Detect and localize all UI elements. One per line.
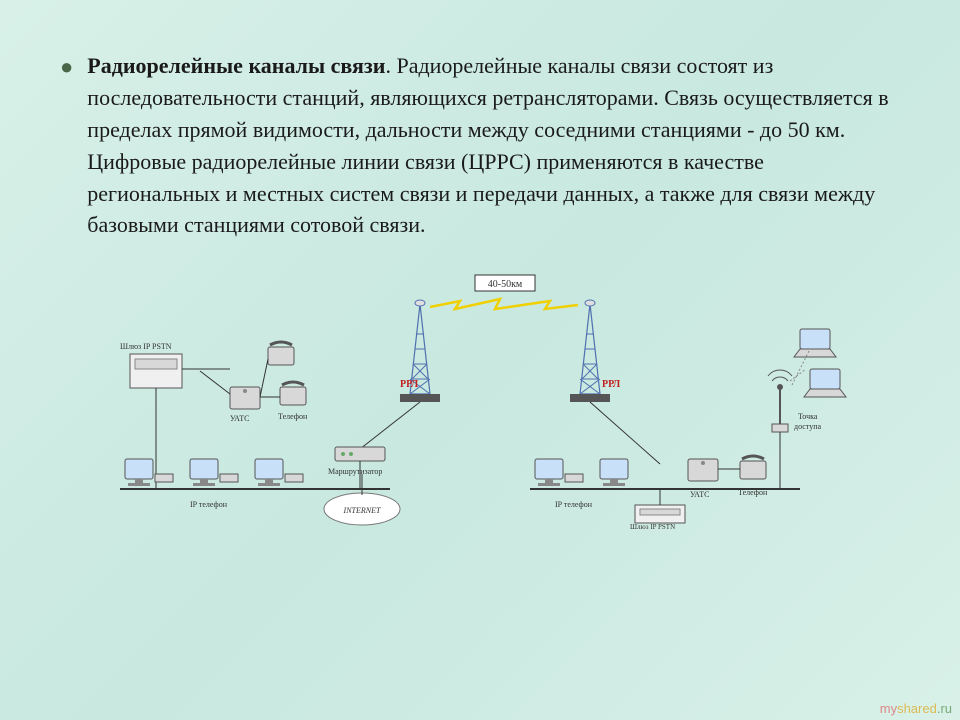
phone-left-1-icon xyxy=(268,342,294,365)
watermark-my: my xyxy=(880,701,897,716)
uatc-right-label: УАТС xyxy=(690,490,709,499)
phone-right-label: Телефон xyxy=(738,488,768,497)
ipphone-left-3-icon xyxy=(255,459,303,486)
slide-content: ● Радиорелейные каналы связи. Радиорелей… xyxy=(60,50,900,529)
gateway-right-icon xyxy=(635,505,685,523)
access-point-icon xyxy=(768,370,792,432)
gateway-left-icon xyxy=(130,354,182,388)
diagram-container: РРЛ РРЛ xyxy=(60,269,900,529)
access-point-label-2: доступа xyxy=(794,422,821,431)
ipphone-left-2-icon xyxy=(190,459,238,486)
ipphone-right-2-icon xyxy=(600,459,628,486)
uatc-left-label: УАТС xyxy=(230,414,249,423)
laptop-1-icon xyxy=(794,329,836,357)
bullet-icon: ● xyxy=(60,54,73,80)
router-label: Маршрутизатор xyxy=(328,467,382,476)
uatc-right-icon xyxy=(688,459,718,481)
bullet-row: ● Радиорелейные каналы связи. Радиорелей… xyxy=(60,50,900,241)
router-icon xyxy=(335,447,385,461)
network-diagram: РРЛ РРЛ xyxy=(100,269,860,529)
tower-base xyxy=(570,394,610,402)
watermark-shared: shared xyxy=(897,701,937,716)
gateway-left-label: Шлюз IP PSTN xyxy=(120,342,172,351)
rrl-right-label: РРЛ xyxy=(602,379,621,390)
slide-title: Радиорелейные каналы связи xyxy=(87,53,385,78)
slide-body: . Радиорелейные каналы связи состоят из … xyxy=(87,53,888,237)
uatc-left-icon xyxy=(230,387,260,409)
phone-left-2-icon xyxy=(280,382,306,405)
wireless-link-icon xyxy=(790,369,806,381)
access-point-label-1: Точка xyxy=(798,412,818,421)
radio-link-icon xyxy=(430,299,578,309)
link-line xyxy=(590,402,660,464)
watermark: myshared.ru xyxy=(880,701,952,716)
watermark-ru: .ru xyxy=(937,701,952,716)
ipphone-right-1-icon xyxy=(535,459,583,486)
link-line xyxy=(200,371,230,394)
ipphone-left-label: IP телефон xyxy=(190,500,228,509)
ipphone-left-1-icon xyxy=(125,459,173,486)
slide-root: ● Радиорелейные каналы связи. Радиорелей… xyxy=(0,0,960,720)
distance-label: 40-50км xyxy=(488,279,523,290)
link-line xyxy=(360,402,420,449)
phone-left-label: Телефон xyxy=(278,412,308,421)
phone-right-icon xyxy=(740,456,766,479)
tower-base xyxy=(400,394,440,402)
link-line xyxy=(260,359,268,397)
gateway-right-label: Шлюз IP PSTN xyxy=(630,523,675,529)
rrl-left-label: РРЛ xyxy=(400,379,419,390)
ipphone-right-label: IP телефон xyxy=(555,500,593,509)
internet-label: INTERNET xyxy=(343,506,381,515)
laptop-2-icon xyxy=(804,369,846,397)
slide-text: Радиорелейные каналы связи. Радиорелейны… xyxy=(87,50,900,241)
